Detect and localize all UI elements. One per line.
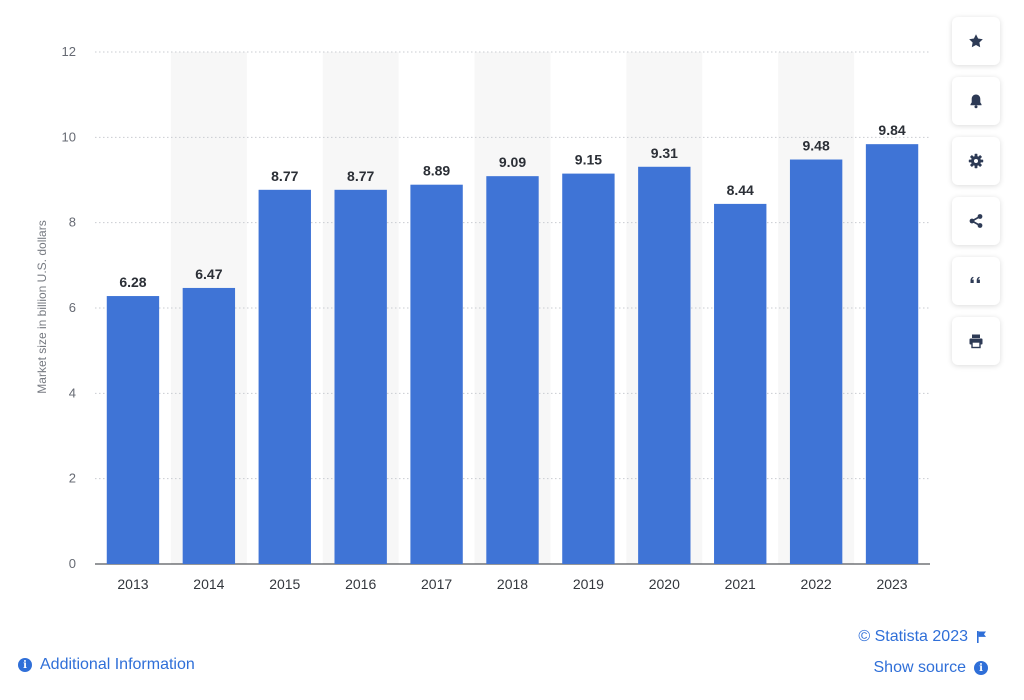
- bar[interactable]: [334, 189, 387, 564]
- quote-icon: [970, 276, 980, 283]
- bar[interactable]: [182, 287, 236, 564]
- x-tick-label: 2014: [193, 576, 224, 592]
- x-tick-label: 2020: [649, 576, 680, 592]
- info-icon: i: [18, 658, 32, 672]
- y-axis-title: Market size in billion U.S. dollars: [35, 220, 49, 393]
- bar-value-label: 9.31: [651, 145, 678, 161]
- y-tick-label: 2: [69, 471, 76, 486]
- bar[interactable]: [638, 166, 691, 565]
- bar[interactable]: [562, 173, 615, 564]
- x-tick-label: 2022: [801, 576, 832, 592]
- bars: [106, 144, 919, 565]
- x-tick-label: 2018: [497, 576, 528, 592]
- y-tick-label: 12: [62, 44, 76, 59]
- print-button[interactable]: [952, 317, 1000, 365]
- additional-information-link[interactable]: i Additional Information: [18, 656, 195, 674]
- favorite-button[interactable]: [952, 17, 1000, 65]
- x-tick-label: 2019: [573, 576, 604, 592]
- y-tick-label: 10: [62, 129, 76, 144]
- cite-button[interactable]: [952, 257, 1000, 305]
- flag-icon: [977, 631, 986, 643]
- copyright-link[interactable]: © Statista 2023: [858, 628, 988, 646]
- bar-value-label: 8.77: [271, 168, 298, 184]
- y-tick-label: 0: [69, 556, 76, 571]
- bar-value-label: 9.15: [575, 152, 602, 168]
- gear-icon: [968, 153, 984, 169]
- bar[interactable]: [486, 176, 539, 564]
- x-tick-label: 2013: [117, 576, 148, 592]
- share-icon: [969, 214, 983, 228]
- x-tick-label: 2017: [421, 576, 452, 592]
- x-tick-label: 2016: [345, 576, 376, 592]
- bar[interactable]: [258, 189, 311, 564]
- bar[interactable]: [410, 184, 463, 564]
- show-source-label: Show source: [873, 659, 967, 676]
- x-axis-ticks: 2013 2014 2015 2016 2017 2018 2019 2020 2021 2022…: [117, 576, 907, 592]
- additional-information-label: Additional Information: [40, 656, 195, 673]
- notification-button[interactable]: [952, 77, 1000, 125]
- info-icon: i: [974, 661, 988, 675]
- bar-value-label: 9.84: [878, 122, 905, 138]
- y-tick-label: 6: [69, 300, 76, 315]
- bar[interactable]: [865, 144, 919, 564]
- printer-icon: [969, 334, 983, 349]
- bar-value-label: 8.77: [347, 168, 374, 184]
- chart-toolbar: [952, 17, 1000, 377]
- bar-value-label: 8.44: [727, 182, 754, 198]
- bar-value-label: 9.09: [499, 154, 526, 170]
- bar-value-label: 9.48: [803, 138, 830, 154]
- show-source-link[interactable]: Show source i: [873, 659, 988, 677]
- bar[interactable]: [714, 203, 767, 565]
- y-tick-label: 4: [69, 385, 76, 400]
- bell-icon: [970, 94, 982, 109]
- bar[interactable]: [106, 296, 160, 564]
- bar-value-label: 6.47: [195, 266, 222, 282]
- y-tick-label: 8: [69, 215, 76, 230]
- value-labels: 6.28 6.47 8.77 8.77 8.89 9.09 9.15 9.31 8.44 9.48…: [119, 122, 906, 290]
- copyright-label: © Statista 2023: [858, 628, 968, 645]
- x-tick-label: 2015: [269, 576, 300, 592]
- settings-button[interactable]: [952, 137, 1000, 185]
- bar-chart: 0 2 4 6 8 10 12 6.28 6.47 8.77 8.77 8.89 9.09 9.15 9.…: [35, 44, 930, 592]
- star-icon: [969, 34, 983, 48]
- y-axis-ticks: 0 2 4 6 8 10 12: [62, 44, 76, 571]
- bar-value-label: 6.28: [119, 274, 146, 290]
- bar[interactable]: [789, 159, 843, 564]
- share-button[interactable]: [952, 197, 1000, 245]
- x-tick-label: 2023: [876, 576, 907, 592]
- bar-value-label: 8.89: [423, 163, 450, 179]
- x-tick-label: 2021: [725, 576, 756, 592]
